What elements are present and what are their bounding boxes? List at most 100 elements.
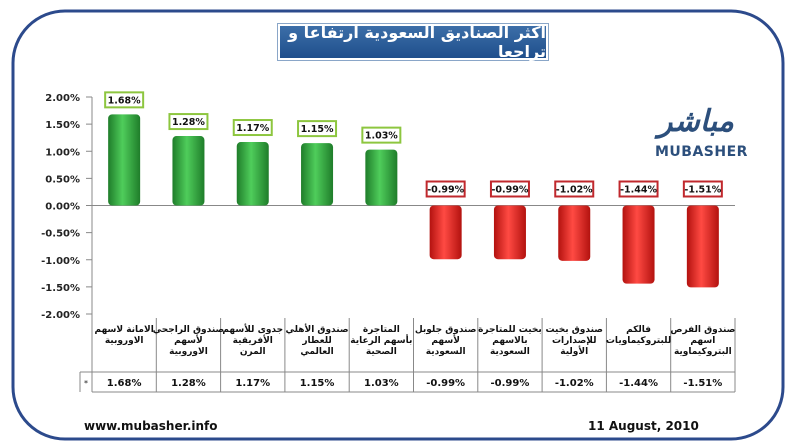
x-category-line: المرن xyxy=(240,347,266,357)
bar xyxy=(558,205,591,261)
bar xyxy=(301,143,334,206)
data-label-box xyxy=(361,126,402,144)
data-label-box xyxy=(425,180,466,198)
data-label-box xyxy=(168,113,209,131)
table-value: 1.15% xyxy=(300,378,335,389)
data-label-box xyxy=(618,180,659,198)
x-category-line: للبتروكيماويات xyxy=(606,336,671,346)
x-category-label: بخيت للمتاجرة بالاسهم السعودية xyxy=(478,325,542,357)
data-label-box xyxy=(554,180,595,198)
x-category-label: جدوى للأسهم الأفريقية المرن xyxy=(222,323,283,357)
data-label: -1.51% xyxy=(682,180,723,198)
y-tick-label: 2.00% xyxy=(45,93,80,104)
data-label-text: -0.99% xyxy=(427,185,464,196)
x-category-line: صندوق الراجحي xyxy=(153,325,225,335)
table-value: 1.28% xyxy=(171,378,206,389)
data-label-box xyxy=(297,120,338,138)
y-tick-label: 0.00% xyxy=(45,202,80,213)
table-value: -0.99% xyxy=(426,378,465,389)
x-category-line: البتروكيماوية xyxy=(674,347,732,357)
x-category-line: للإصدارات xyxy=(552,336,597,346)
table-value: -1.51% xyxy=(683,378,722,389)
x-category-line: بأسهم الرعاية xyxy=(350,334,412,346)
x-category-label: صندوق جلوبل لأسهم السعودية xyxy=(415,325,477,357)
data-label: 1.17% xyxy=(232,119,273,137)
data-label-text: -1.02% xyxy=(556,185,593,196)
website-text: www.mubasher.info xyxy=(84,419,218,433)
x-category-line: صندوق بخيت xyxy=(546,325,603,335)
x-category-label: صندوق الفرص اسهم البتروكيماوية xyxy=(670,325,735,357)
y-tick-label: -1.50% xyxy=(41,283,80,294)
data-label-text: -0.99% xyxy=(491,185,528,196)
data-label: 1.15% xyxy=(297,120,338,138)
data-label-box xyxy=(104,91,145,109)
data-label-text: -1.51% xyxy=(684,185,721,196)
table-marker: * xyxy=(84,379,88,388)
x-category-label: صندوق الراجحي لأسهم الاوروبية xyxy=(153,325,225,357)
bars xyxy=(108,114,719,288)
table-value: 1.03% xyxy=(364,378,399,389)
data-label-text: -1.44% xyxy=(620,185,657,196)
data-label: -1.44% xyxy=(618,180,659,198)
data-label-box xyxy=(489,180,530,198)
bar xyxy=(686,205,719,288)
y-tick-label: 0.50% xyxy=(45,174,80,185)
data-label: 1.03% xyxy=(361,126,402,144)
data-label-box xyxy=(682,180,723,198)
x-category-line: العالمي xyxy=(300,347,333,357)
data-label: -1.02% xyxy=(554,180,595,198)
bar xyxy=(108,114,141,206)
x-category-label: صندوق الأهلي للعطار العالمي xyxy=(285,323,348,357)
data-label-text: 1.68% xyxy=(108,95,141,106)
y-tick-label: 1.00% xyxy=(45,147,80,158)
x-category-line: للعطار xyxy=(301,336,331,346)
data-label-text: 1.17% xyxy=(236,123,269,134)
x-category-line: صندوق الأهلي xyxy=(285,323,348,335)
x-category-line: فالكم xyxy=(626,325,651,335)
x-category-label: صندوق بخيت للإصدارات الأولية xyxy=(546,325,603,357)
x-category-line: لأسهم xyxy=(174,334,203,346)
data-label-box xyxy=(232,119,273,137)
table-value: 1.17% xyxy=(235,378,270,389)
logo-english: MUBASHER xyxy=(655,144,748,160)
value-labels: 1.68% 1.28% 1.17% 1.15% 1.03% -0.99% -0.99% -1.… xyxy=(104,91,723,198)
x-category-line: الاوروبية xyxy=(105,336,144,346)
table-value: -1.44% xyxy=(619,378,658,389)
date-text: 11 August, 2010 xyxy=(588,419,699,433)
x-category-line: الأفريقية xyxy=(233,334,273,346)
y-tick-label: -1.00% xyxy=(41,256,80,267)
bar xyxy=(622,205,655,284)
bar xyxy=(365,149,398,206)
data-label-text: 1.28% xyxy=(172,117,205,128)
logo-arabic: مباشر xyxy=(658,104,734,139)
data-label: 1.28% xyxy=(168,113,209,131)
x-category-label: الامانة لاسهم الاوروبية xyxy=(95,325,154,346)
y-tick-label: -0.50% xyxy=(41,229,80,240)
data-label: -0.99% xyxy=(425,180,466,198)
x-category-line: صندوق الفرص xyxy=(670,325,735,335)
chart-title: اكثر الصناديق السعودية ارتفاعا و تراجعا xyxy=(278,23,548,61)
y-tick-label: 1.50% xyxy=(45,120,80,131)
x-category-line: الاوروبية xyxy=(169,347,208,357)
bar xyxy=(172,136,205,206)
data-label-text: 1.15% xyxy=(301,124,334,135)
data-label: -0.99% xyxy=(489,180,530,198)
x-category-line: لأسهم xyxy=(431,334,460,346)
table-value: 1.68% xyxy=(107,378,142,389)
x-category-line: الامانة لاسهم xyxy=(95,325,154,335)
bar xyxy=(493,205,526,260)
x-category-line: بالاسهم xyxy=(492,336,527,346)
table-value: -1.02% xyxy=(555,378,594,389)
x-category-line: الأولية xyxy=(560,345,588,357)
x-category-line: السعودية xyxy=(490,347,530,357)
x-category-line: المتاجرة xyxy=(363,325,400,335)
x-category-line: الصحية xyxy=(366,347,397,357)
x-category-line: اسهم xyxy=(690,336,715,346)
data-label: 1.68% xyxy=(104,91,145,109)
x-category-label: المتاجرة بأسهم الرعاية الصحية xyxy=(350,325,412,357)
y-tick-label: -2.00% xyxy=(41,310,80,321)
x-category-line: جدوى للأسهم xyxy=(222,323,283,335)
mubasher-logo: مباشر MUBASHER xyxy=(655,104,748,164)
